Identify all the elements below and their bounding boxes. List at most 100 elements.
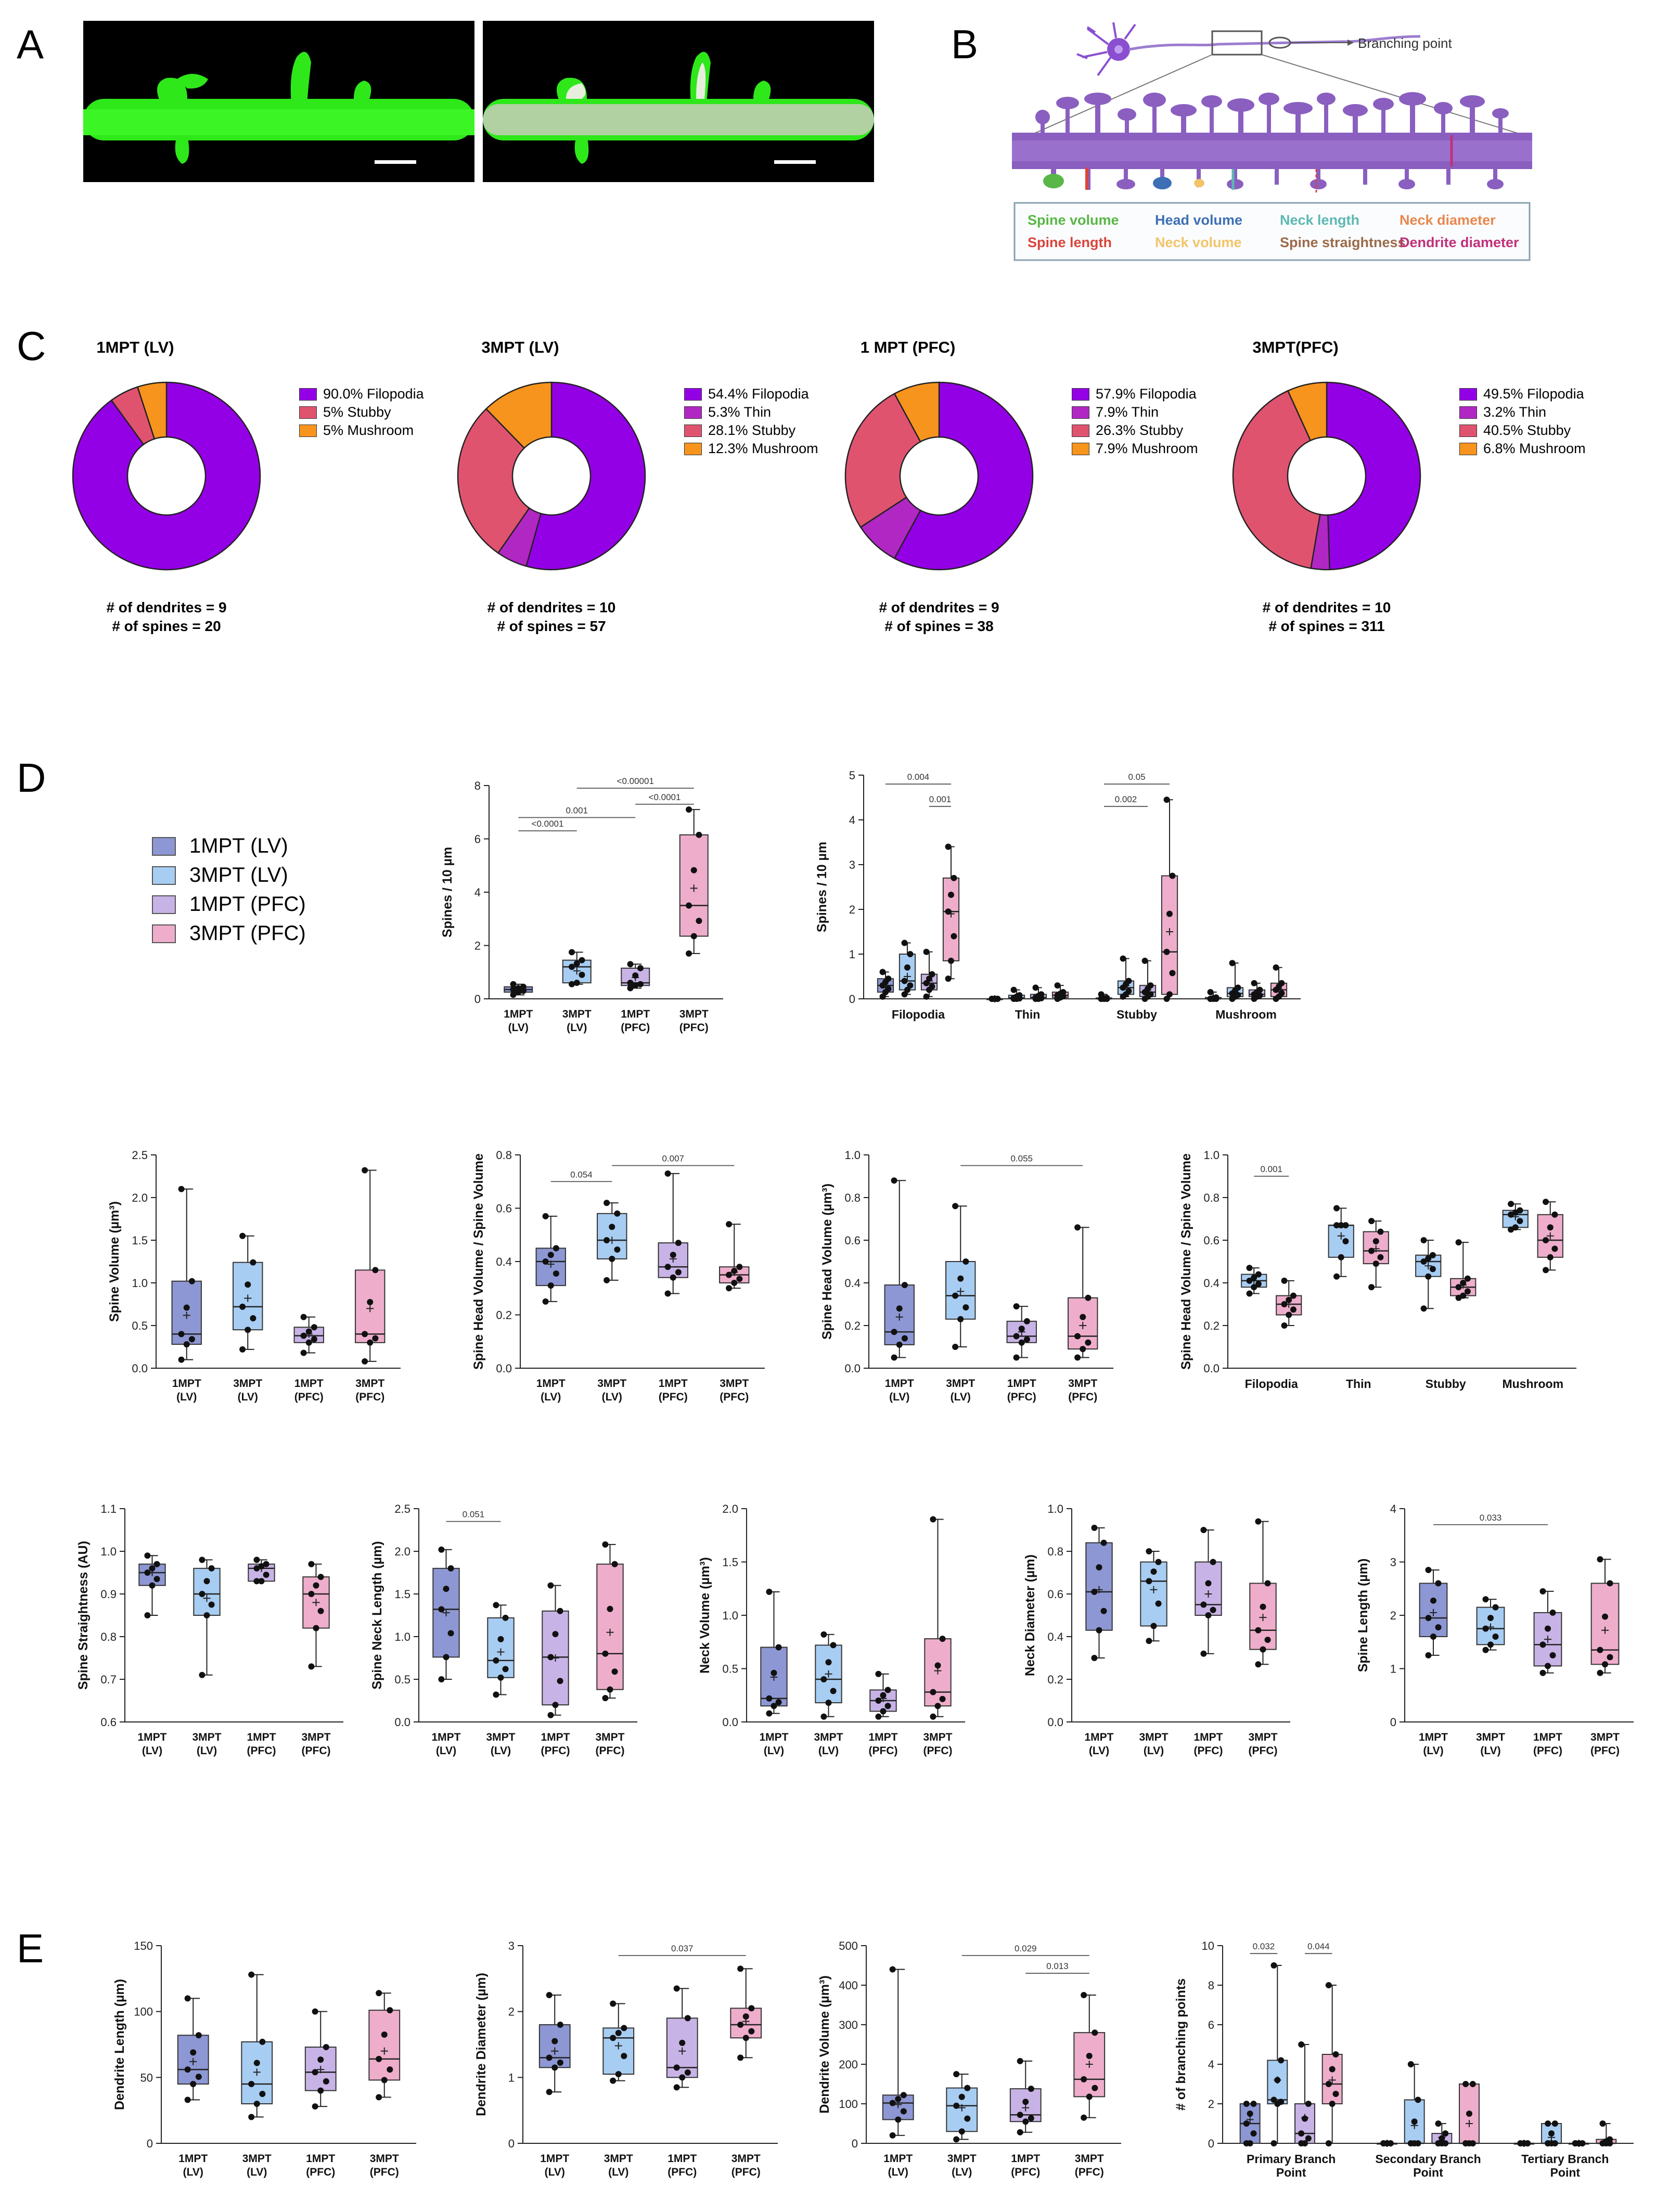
x-tick-sublabel: (LV)	[183, 2166, 203, 2178]
data-point	[248, 1971, 255, 1978]
group-swatch	[152, 866, 176, 885]
panel-letter-b: B	[951, 21, 979, 67]
legend-label: 6.8% Mushroom	[1483, 441, 1586, 456]
data-point	[820, 1713, 827, 1720]
data-point	[493, 1657, 499, 1664]
data-point	[901, 991, 908, 998]
data-point	[726, 1271, 733, 1278]
data-point	[951, 874, 957, 881]
box-plot	[487, 1602, 515, 1698]
data-point	[1286, 1296, 1292, 1303]
legend-swatch	[1459, 442, 1477, 455]
box-plot	[942, 843, 960, 982]
x-tick-sublabel: (LV)	[436, 1745, 456, 1757]
pie-legend-item: 28.1% Stubby	[684, 422, 795, 439]
data-point	[1251, 1284, 1257, 1291]
chart-spine-volume: 0.0 0.5 1.0 1.5 2.0 2.5 Spine Volume (µm³) 1MPT…	[107, 1149, 401, 1403]
data-point	[1028, 2115, 1034, 2121]
data-point	[1372, 1238, 1379, 1245]
data-point	[1074, 1333, 1081, 1340]
p-value-label: 0.013	[1046, 1961, 1069, 1971]
box-iqr	[193, 1567, 221, 1616]
data-point	[1255, 1281, 1262, 1288]
data-point	[953, 2102, 960, 2109]
data-point	[1342, 1238, 1349, 1245]
data-point	[664, 1264, 671, 1270]
data-point	[263, 1572, 269, 1578]
p-value-label: 0.051	[463, 1510, 485, 1520]
data-point	[686, 902, 692, 909]
box-plot	[1241, 1265, 1267, 1297]
x-tick-sublabel: (PFC)	[1590, 1745, 1620, 1757]
data-point	[1455, 1239, 1462, 1246]
legend-label: 90.0% Filopodia	[323, 386, 424, 402]
box-plot	[1502, 1201, 1529, 1233]
x-tick-label: 3MPT	[233, 1378, 262, 1390]
data-point	[1512, 1224, 1519, 1231]
data-point	[573, 960, 580, 967]
data-point	[1210, 1606, 1216, 1613]
data-point	[690, 933, 697, 940]
data-point	[736, 1264, 743, 1270]
x-tick-label: 1MPT	[306, 2153, 335, 2165]
data-point	[569, 949, 575, 956]
data-point	[1100, 1539, 1107, 1546]
data-point	[1080, 1346, 1086, 1353]
y-tick-label: 0.5	[132, 1319, 148, 1332]
data-point	[248, 2114, 255, 2120]
data-point	[1539, 1588, 1546, 1594]
data-point	[300, 1332, 307, 1339]
x-tick-sublabel: (PFC)	[679, 1022, 709, 1034]
data-point	[604, 1200, 610, 1206]
box-mean	[1204, 1590, 1212, 1598]
data-point	[557, 1607, 563, 1614]
dendrite-count: # of dendrites = 9	[106, 599, 227, 615]
data-point	[245, 1327, 251, 1333]
panel-letter-c: C	[17, 323, 46, 369]
y-tick-label: 500	[839, 1939, 858, 1952]
data-point	[1169, 872, 1176, 879]
pie-chart	[457, 381, 646, 571]
data-point	[1086, 2093, 1093, 2100]
data-point	[1207, 989, 1214, 996]
data-point	[748, 2005, 755, 2012]
y-tick-label: 0.6	[100, 1716, 117, 1729]
data-point	[387, 2066, 393, 2073]
data-point	[1251, 1274, 1257, 1281]
spine-count: # of spines = 311	[1268, 618, 1385, 634]
chart-head-ratio-types: 0.0 0.2 0.4 0.6 0.8 1.0 Spine Head Volume / Sp…	[1179, 1149, 1576, 1391]
y-tick-label: 300	[839, 2018, 858, 2031]
p-value-label: 0.004	[907, 772, 930, 782]
box-mean	[895, 1313, 903, 1321]
data-point	[1545, 1663, 1551, 1669]
data-point	[1081, 2076, 1087, 2082]
data-point	[1332, 2051, 1339, 2057]
x-tick-sublabel: (LV)	[176, 1391, 197, 1403]
y-tick-label: 1.0	[100, 1545, 117, 1558]
pie-slice	[1287, 381, 1328, 442]
pie-legend-item: 5% Stubby	[299, 404, 391, 420]
group-legend-item: 1MPT (PFC)	[152, 893, 306, 916]
data-point	[602, 1541, 609, 1548]
y-tick-label: 10	[1202, 1939, 1214, 1952]
data-point	[1085, 1294, 1092, 1301]
box-mean	[958, 2104, 966, 2112]
pie-chart	[1232, 381, 1421, 571]
box-plot	[355, 1167, 386, 1365]
box-mean	[825, 1670, 832, 1678]
data-point	[1597, 1647, 1603, 1653]
y-tick-label: 8	[474, 779, 481, 792]
data-point	[372, 1335, 379, 1342]
box-mean	[573, 967, 581, 975]
x-tick-label: 1MPT	[759, 1731, 788, 1743]
box-mean	[551, 2047, 559, 2055]
data-point	[1429, 1252, 1436, 1258]
y-tick-label: 0.4	[496, 1255, 512, 1268]
data-point	[602, 1650, 609, 1657]
box-plot	[1459, 2081, 1480, 2146]
box-mean	[497, 1648, 505, 1656]
box-iqr	[487, 1617, 515, 1678]
box-plot	[658, 1170, 688, 1297]
data-point	[951, 933, 957, 940]
data-point	[604, 1277, 610, 1283]
